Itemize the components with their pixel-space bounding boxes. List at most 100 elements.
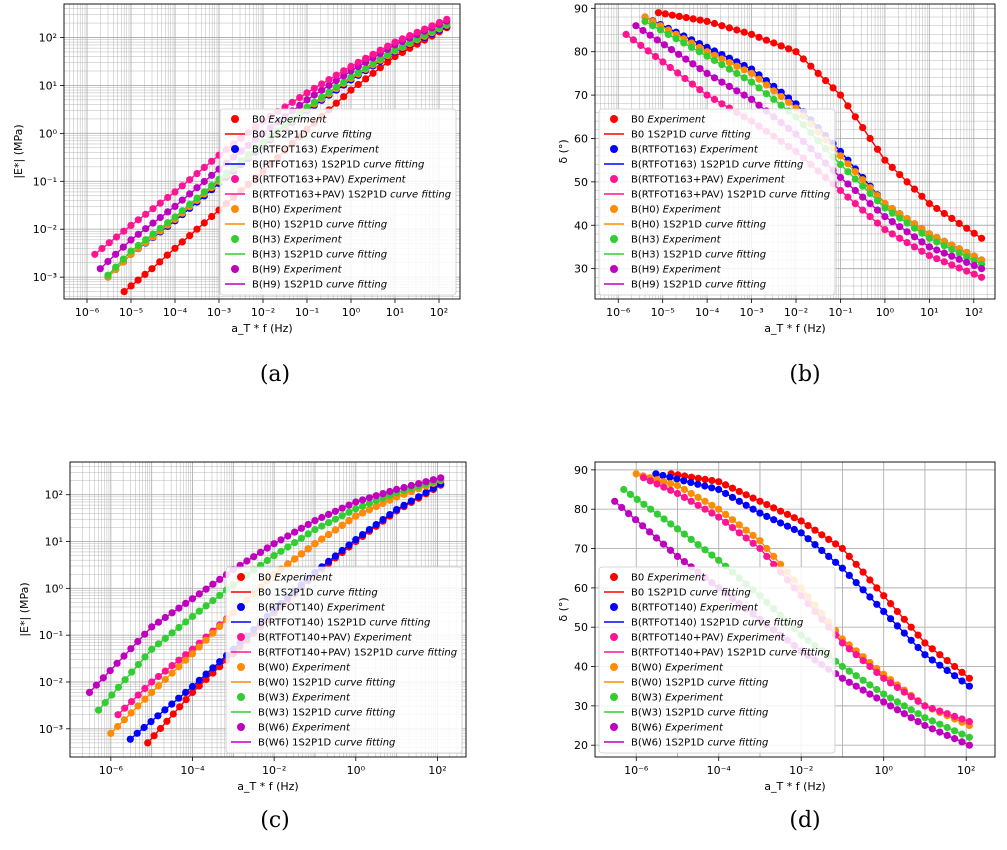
data-point-series-2 <box>195 676 203 684</box>
data-point-series-1 <box>675 12 683 20</box>
data-point-series-1 <box>163 251 171 259</box>
data-point-series-5 <box>852 672 860 680</box>
data-point-series-3 <box>673 482 682 490</box>
data-point-series-1 <box>186 232 194 240</box>
data-point-series-1 <box>369 69 377 77</box>
data-point-series-1 <box>958 668 966 677</box>
data-point-series-6 <box>943 731 951 740</box>
data-point-series-5 <box>978 265 986 273</box>
data-point-series-3 <box>660 478 668 486</box>
data-point-series-4 <box>748 78 756 86</box>
data-point-series-5 <box>193 184 201 192</box>
data-point-series-1 <box>332 99 340 107</box>
data-point-series-5 <box>914 710 922 718</box>
data-point-series-4 <box>112 263 120 271</box>
data-point-series-1 <box>756 497 764 505</box>
x-tick-label: 10⁻⁵ <box>119 306 143 319</box>
data-point-series-2 <box>866 593 874 601</box>
data-point-series-6 <box>718 100 726 108</box>
data-point-series-4 <box>722 518 730 526</box>
data-point-series-1 <box>866 134 874 143</box>
data-point-series-5 <box>845 667 853 675</box>
data-point-series-5 <box>708 551 716 559</box>
data-point-series-4 <box>362 64 370 72</box>
legend-entry-label: B(W0) Experiment <box>258 663 351 674</box>
data-point-series-4 <box>208 182 216 190</box>
legend-entry-label: B(H3) Experiment <box>252 235 343 246</box>
legend-marker-dot <box>610 145 618 153</box>
data-point-series-4 <box>881 204 889 212</box>
data-point-series-1 <box>797 517 805 525</box>
data-point-series-5 <box>965 733 974 741</box>
data-point-series-6 <box>85 688 94 697</box>
data-point-series-5 <box>725 82 734 90</box>
data-point-series-5 <box>903 228 911 236</box>
data-point-series-6 <box>659 58 667 66</box>
data-point-series-4 <box>660 483 668 491</box>
data-point-series-2 <box>422 488 430 497</box>
data-point-series-6 <box>918 247 926 255</box>
data-point-series-5 <box>112 250 120 258</box>
data-point-series-4 <box>200 188 208 196</box>
data-point-series-6 <box>188 595 197 603</box>
data-point-series-4 <box>756 544 764 553</box>
data-point-series-5 <box>175 623 183 632</box>
data-point-series-5 <box>660 515 668 523</box>
data-point-series-4 <box>114 722 122 731</box>
data-point-series-3 <box>121 704 129 712</box>
data-point-series-6 <box>951 735 959 743</box>
data-point-series-1 <box>661 10 669 18</box>
data-point-series-5 <box>925 243 934 251</box>
data-point-series-5 <box>372 497 380 505</box>
data-point-series-4 <box>695 48 704 56</box>
legend-entry-label: B(RTFOT140) 1S2P1D curve fitting <box>258 618 430 629</box>
data-point-series-5 <box>284 543 292 551</box>
data-point-series-6 <box>421 25 429 33</box>
legend-box <box>598 108 836 296</box>
data-point-series-1 <box>340 93 348 101</box>
data-point-series-1 <box>156 258 164 266</box>
data-point-series-2 <box>407 497 415 505</box>
data-point-series-6 <box>332 71 340 79</box>
data-point-series-2 <box>687 478 695 487</box>
data-point-series-6 <box>106 667 114 675</box>
legend-entry-label: B(RTFOT163) 1S2P1D curve fitting <box>631 160 803 171</box>
data-point-series-5 <box>633 495 641 503</box>
data-point-series-4 <box>918 229 926 237</box>
legend-entry-label: B(RTFOT163) Experiment <box>631 145 759 156</box>
data-point-series-4 <box>844 168 852 176</box>
data-point-series-1 <box>362 75 370 83</box>
data-point-series-1 <box>654 9 663 17</box>
data-point-series-5 <box>866 200 874 208</box>
data-point-series-4 <box>649 22 657 30</box>
data-point-series-6 <box>156 199 164 207</box>
legend-entry-label: B(W3) Experiment <box>631 693 724 704</box>
data-point-series-1 <box>836 91 845 99</box>
data-point-series-2 <box>742 501 750 509</box>
data-point-series-2 <box>415 493 423 501</box>
data-point-series-6 <box>325 76 333 84</box>
data-point-series-1 <box>888 163 896 171</box>
data-point-series-2 <box>811 541 819 549</box>
data-point-series-1 <box>188 688 197 697</box>
data-point-series-2 <box>680 477 688 485</box>
data-point-series-4 <box>127 247 135 255</box>
data-point-series-2 <box>379 516 387 524</box>
data-point-series-6 <box>250 553 258 561</box>
data-point-series-6 <box>347 62 355 70</box>
data-point-series-2 <box>887 615 895 623</box>
data-point-series-6 <box>443 15 451 23</box>
data-point-series-2 <box>694 480 702 488</box>
data-point-series-3 <box>680 485 689 494</box>
data-point-series-5 <box>836 173 845 182</box>
data-point-series-5 <box>208 171 216 179</box>
data-point-series-4 <box>119 255 127 263</box>
legend-entry-label: B(H9) 1S2P1D curve fitting <box>252 280 387 291</box>
data-point-series-6 <box>303 89 311 97</box>
data-point-series-1 <box>762 36 771 44</box>
x-tick-label: 10² <box>965 306 983 319</box>
data-point-series-5 <box>311 526 319 534</box>
data-point-series-2 <box>928 656 936 664</box>
data-point-series-1 <box>163 717 171 725</box>
